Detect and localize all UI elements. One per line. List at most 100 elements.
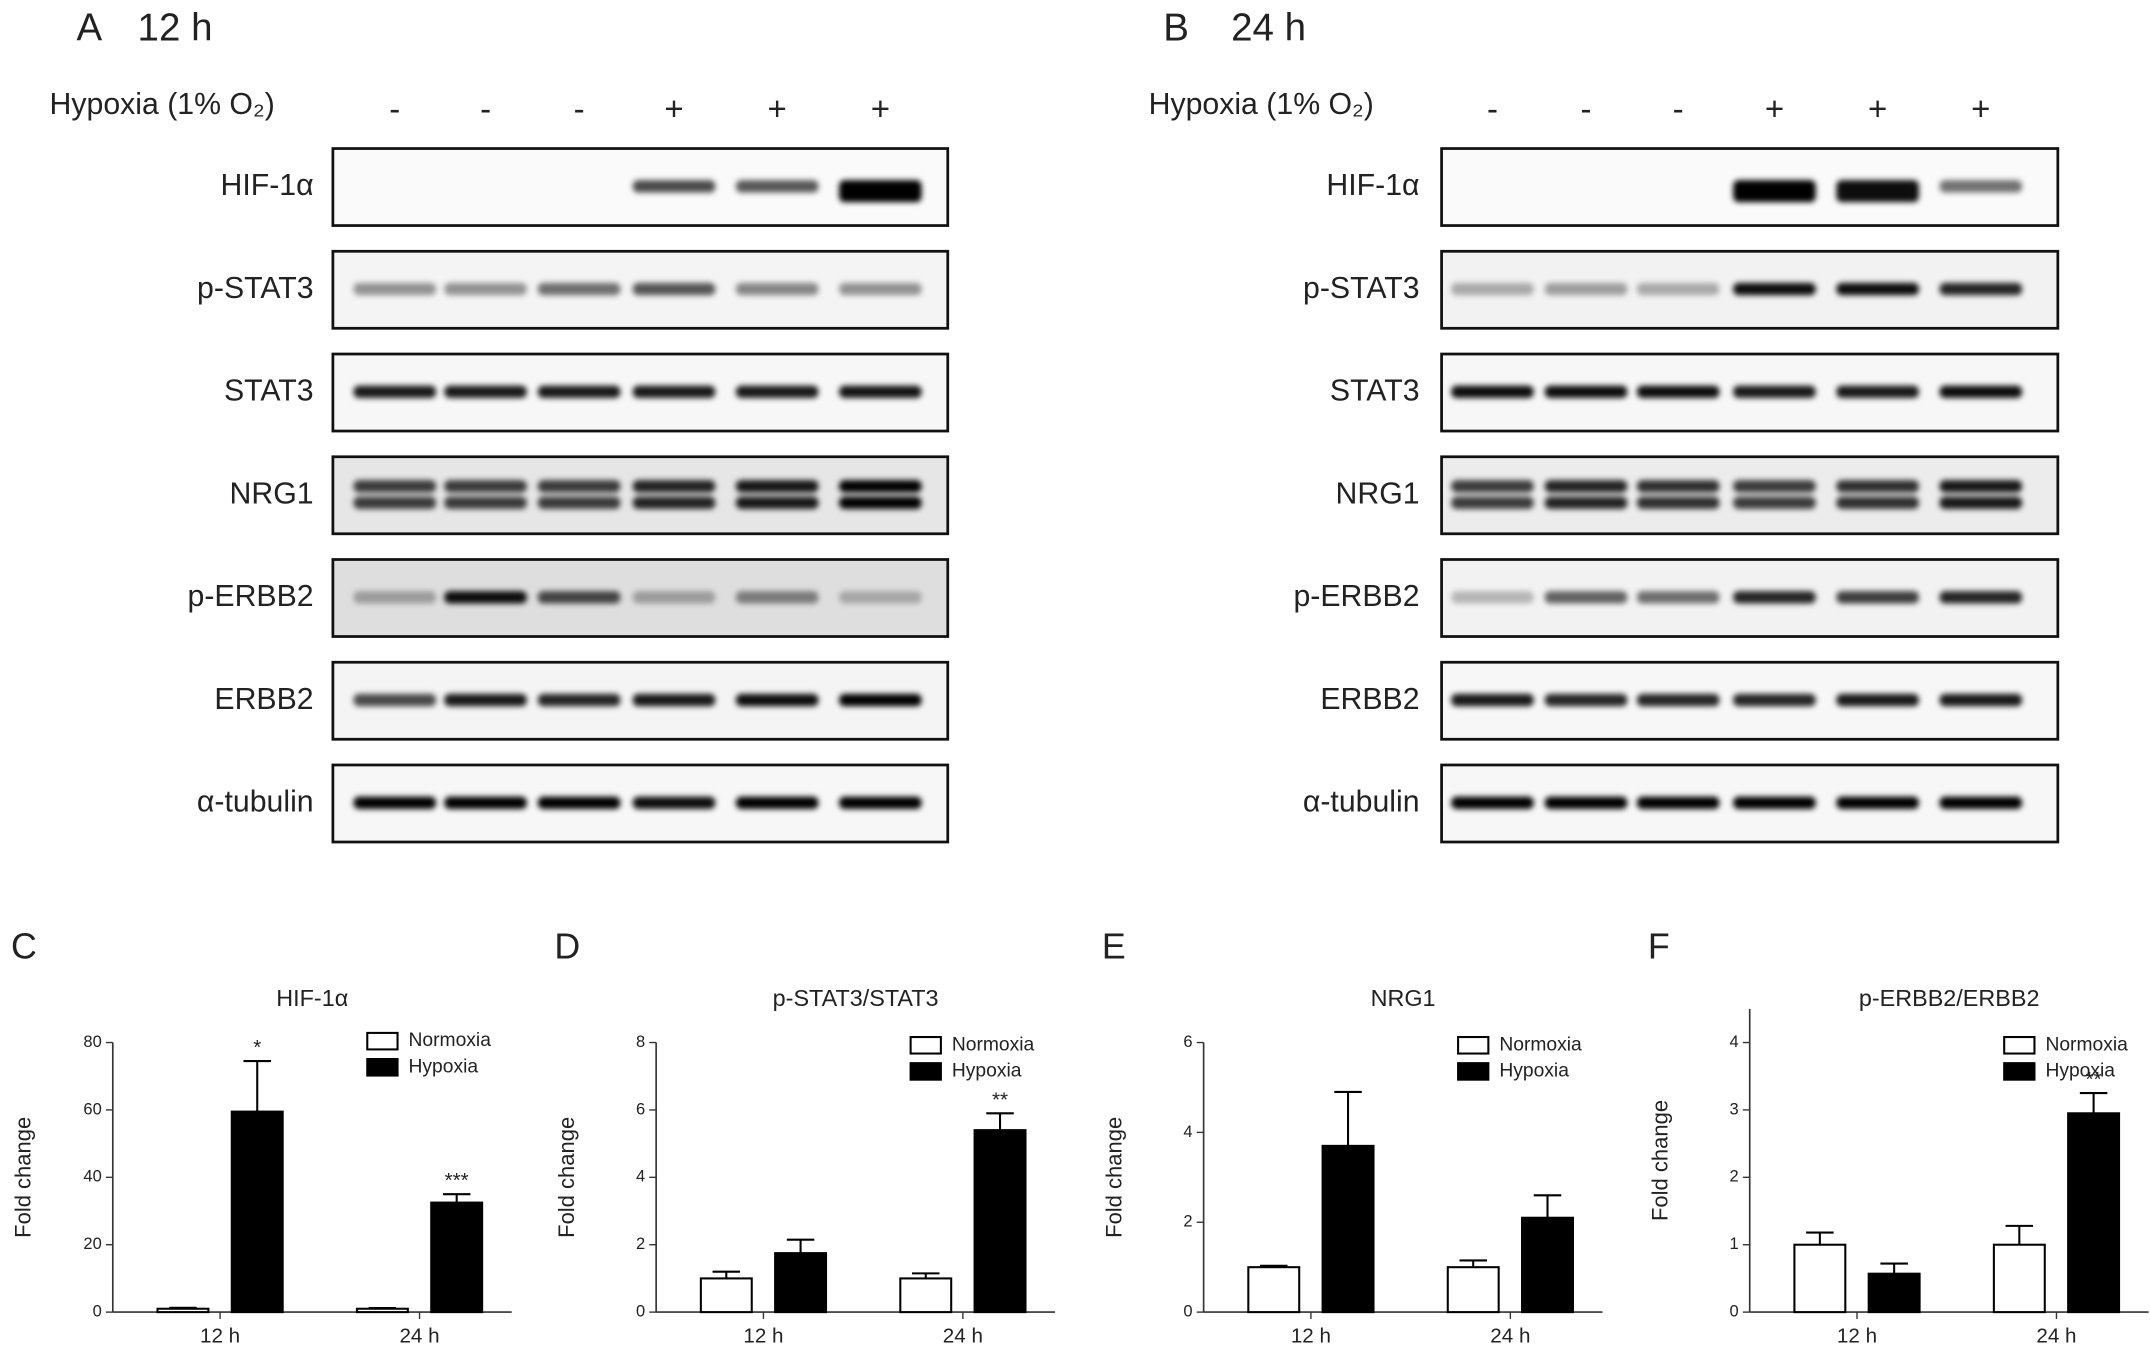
chart-title: p-STAT3/STAT3: [773, 985, 939, 1011]
error-bar: [243, 1060, 271, 1112]
band: [1451, 282, 1534, 296]
chart-title: p-ERBB2/ERBB2: [1859, 985, 2040, 1011]
band: [537, 480, 621, 493]
bar: [899, 1277, 953, 1314]
band: [1836, 591, 1919, 604]
band: [537, 796, 621, 809]
band: [1939, 385, 2023, 399]
band: [632, 180, 716, 193]
bar: [1247, 1266, 1301, 1314]
y-tick-label: 0: [1730, 1302, 1739, 1320]
band: [1636, 693, 1720, 707]
band: [1636, 796, 1720, 809]
error-bar: [1334, 1090, 1362, 1146]
y-tick-label: 0: [636, 1302, 645, 1320]
band: [1451, 796, 1534, 809]
lane-sign: +: [768, 90, 787, 127]
panel-letter: A: [77, 6, 103, 49]
band: [444, 480, 527, 493]
y-tick-label: 2: [636, 1235, 645, 1253]
band: [1544, 480, 1628, 493]
y-tick-label: 40: [83, 1168, 101, 1186]
band: [1636, 282, 1720, 296]
band: [735, 385, 819, 399]
band: [1733, 496, 1816, 510]
band: [353, 693, 437, 707]
band: [839, 591, 922, 604]
bands: [1451, 796, 2023, 809]
y-tick-label: 2: [1183, 1213, 1192, 1231]
condition-label: Hypoxia (1% O₂): [50, 88, 275, 121]
bar: [230, 1110, 284, 1314]
bands: [1733, 180, 2023, 203]
x-tick-label: 24 h: [2036, 1324, 2076, 1347]
x-tick-label: 24 h: [943, 1324, 983, 1347]
bands: [632, 180, 922, 203]
panel-letter: C: [11, 926, 37, 966]
x-tick-label: 12 h: [1837, 1324, 1877, 1347]
bar: [699, 1277, 753, 1314]
error-bar: [169, 1306, 197, 1309]
x-tick-label: 12 h: [1291, 1324, 1331, 1347]
y-tick-label: 0: [93, 1302, 102, 1320]
band: [735, 180, 819, 193]
y-tick-label: 6: [1183, 1033, 1192, 1051]
band: [839, 496, 922, 510]
band: [1733, 282, 1816, 296]
band: [1939, 282, 2023, 296]
error-bar: [1459, 1259, 1487, 1268]
band: [1451, 480, 1534, 493]
band: [1636, 385, 1720, 399]
band: [1939, 591, 2023, 604]
band: [735, 591, 819, 604]
y-tick-label: 3: [1730, 1100, 1739, 1118]
band: [632, 693, 716, 707]
protein-label: p-ERBB2: [188, 580, 314, 613]
bar: [156, 1307, 210, 1314]
band: [537, 282, 621, 296]
panel-letter: B: [1163, 6, 1189, 49]
band: [1836, 180, 1919, 203]
error-bar: [911, 1272, 940, 1279]
x-tick-label: 24 h: [1490, 1324, 1530, 1347]
band: [839, 480, 922, 493]
band: [444, 385, 527, 399]
bar: [1992, 1243, 2046, 1314]
band: [1544, 796, 1628, 809]
lane-sign: +: [1868, 90, 1887, 127]
band: [1544, 385, 1628, 399]
band: [1939, 796, 2023, 809]
panel-letter: F: [1648, 926, 1670, 966]
protein-label: HIF-1α: [220, 169, 313, 202]
significance-label: *: [253, 1036, 261, 1059]
y-tick-label: 4: [1730, 1033, 1739, 1051]
protein-label: ERBB2: [1320, 683, 1419, 716]
error-bar: [786, 1238, 815, 1254]
protein-label: STAT3: [1330, 375, 1420, 408]
band: [632, 282, 716, 296]
legend-label: Hypoxia: [409, 1056, 479, 1077]
bar: [1446, 1266, 1500, 1314]
band: [1544, 282, 1628, 296]
error-bar: [2005, 1224, 2034, 1245]
band: [353, 591, 437, 604]
condition-label: Hypoxia (1% O₂): [1149, 88, 1374, 121]
band: [1733, 180, 1816, 203]
lane-sign: +: [664, 90, 683, 127]
bands: [353, 385, 922, 399]
y-tick-label: 0: [1183, 1302, 1192, 1320]
x-tick-label: 12 h: [200, 1324, 240, 1347]
band: [632, 385, 716, 399]
error-bar: [1880, 1262, 1908, 1274]
band: [1451, 385, 1534, 399]
y-tick-label: 2: [1730, 1168, 1739, 1186]
lane-sign: -: [480, 90, 491, 127]
band: [1636, 480, 1720, 493]
bands: [1451, 693, 2023, 707]
protein-label: α-tubulin: [1303, 785, 1420, 818]
y-tick-label: 4: [636, 1168, 645, 1186]
band: [1939, 480, 2023, 493]
band: [537, 496, 621, 510]
y-axis-label: Fold change: [11, 1117, 36, 1238]
